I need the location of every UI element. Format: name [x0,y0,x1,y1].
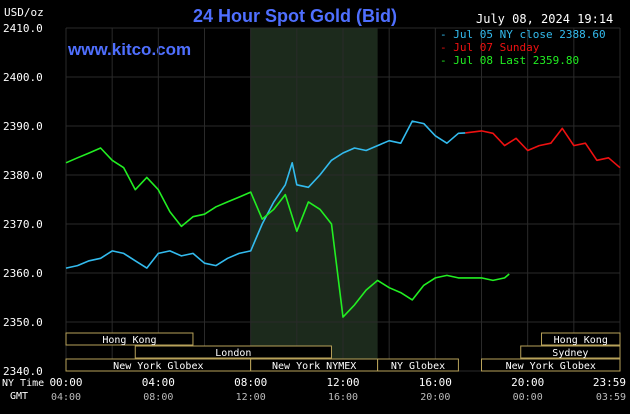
y-tick-label: 2400.0 [3,71,43,84]
session-label: Hong Kong [102,335,156,346]
ny-time-label: NY Time [2,378,44,389]
brand-watermark: www.kitco.com [67,40,191,59]
x-tick-gmt: 16:00 [328,392,358,403]
unit-label: USD/oz [4,6,44,19]
nymex-highlight [250,28,378,371]
y-tick-label: 2340.0 [3,365,43,378]
series-lines [65,120,621,318]
y-tick-label: 2410.0 [3,22,43,35]
x-tick-ny: 12:00 [326,376,359,389]
x-tick-gmt: 04:00 [51,392,81,403]
chart-title: 24 Hour Spot Gold (Bid) [193,6,397,26]
session-bar [377,358,459,372]
nymex-session-shading [250,28,378,371]
trading-sessions: Hong Kong Hong Kong London Sydney New York G… [65,332,621,372]
session-label: New York NYMEX [272,361,356,372]
session-bar [134,345,332,359]
legend-entry: - Jul 08 Last 2359.80 [440,54,579,67]
x-tick-ny: 08:00 [234,376,267,389]
date-time: July 08, 2024 19:14 [476,12,613,26]
session-bar [520,345,621,359]
grid [65,27,621,372]
x-tick-ny: 20:00 [511,376,544,389]
session-label: Hong Kong [554,335,608,346]
gmt-label: GMT [10,391,28,402]
x-tick-ny: 00:00 [49,376,82,389]
session-label: London [215,348,251,359]
x-tick-ny: 16:00 [419,376,452,389]
x-tick-gmt: 03:59 [596,392,626,403]
series-line [65,120,466,269]
x-tick-gmt: 00:00 [513,392,543,403]
x-tick-ny: 23:59 [593,376,626,389]
x-tick-ny: 04:00 [142,376,175,389]
session-label: New York Globex [506,361,596,372]
x-axis-ticks: 00:00 04:00 04:00 08:00 08:00 12:00 12:00 16:00… [49,376,626,403]
y-tick-label: 2370.0 [3,218,43,231]
legend-entry: - Jul 05 NY close 2388.60 [440,28,606,41]
y-tick-label: 2380.0 [3,169,43,182]
x-tick-gmt: 20:00 [420,392,450,403]
legend-entry: - Jul 07 Sunday [440,41,540,54]
session-bar [481,358,621,372]
session-label: NY Globex [391,361,445,372]
y-tick-label: 2350.0 [3,316,43,329]
legend: - Jul 05 NY close 2388.60- Jul 07 Sunday… [440,28,606,67]
y-tick-label: 2360.0 [3,267,43,280]
session-label: New York Globex [113,361,203,372]
series-line [65,147,510,318]
y-tick-label: 2390.0 [3,120,43,133]
x-tick-gmt: 12:00 [236,392,266,403]
y-axis-ticks: 2340.0 2350.0 2360.0 2370.0 2380.0 2390.0 2400… [3,22,43,378]
x-tick-gmt: 08:00 [143,392,173,403]
session-bar [541,332,621,346]
series-line [465,127,621,169]
session-bar [65,332,194,346]
session-label: Sydney [552,348,588,359]
